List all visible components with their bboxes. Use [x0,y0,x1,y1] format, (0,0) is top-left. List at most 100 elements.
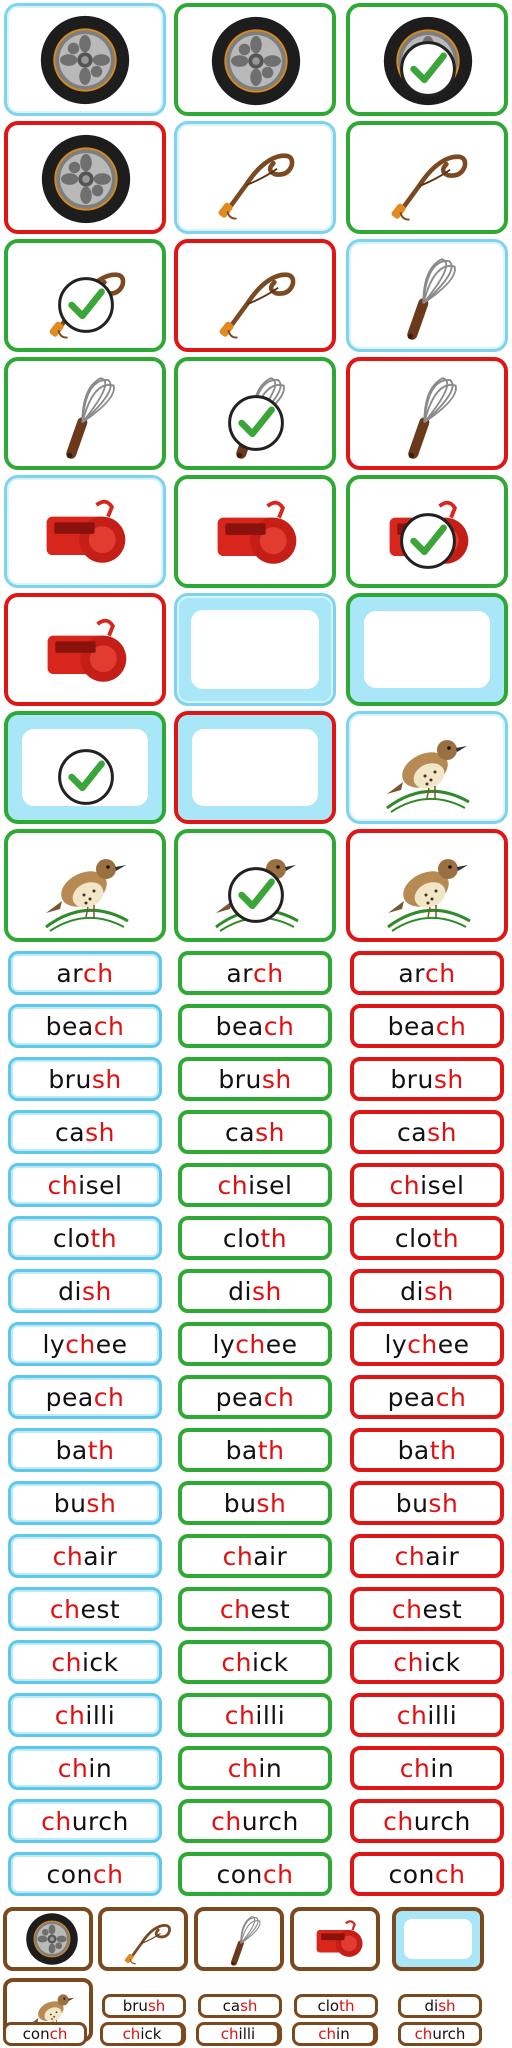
mini-card-whistle[interactable] [290,1907,380,1971]
word-card[interactable]: ba th [350,1428,504,1472]
word-card[interactable]: ca sh [350,1110,504,1154]
picture-card-tyre[interactable] [174,3,336,116]
word-card[interactable]: ch est [8,1587,162,1631]
word-card[interactable]: ar ch [350,951,504,995]
picture-card-whistle[interactable] [4,593,166,706]
picture-card-tyre[interactable] [4,3,166,116]
word-card[interactable]: di sh [178,1269,332,1313]
word-prefix: ba [55,1435,88,1465]
word-card[interactable]: pea ch [178,1375,332,1419]
word-card[interactable]: ch isel [178,1163,332,1207]
word-card[interactable]: di sh [350,1269,504,1313]
word-card[interactable]: ch urch [8,1799,162,1843]
word-card[interactable]: ch urch [350,1799,504,1843]
word-card[interactable]: ch air [8,1534,162,1578]
mini-word-card[interactable]: ch illi [196,2022,280,2046]
mini-card-blank[interactable] [392,1907,484,1971]
word-card[interactable]: ch air [178,1534,332,1578]
word-card[interactable]: ba th [8,1428,162,1472]
picture-card-whip[interactable] [4,239,166,352]
word-card[interactable]: ch ick [178,1640,332,1684]
word-card[interactable]: ly ch ee [8,1322,162,1366]
word-card[interactable]: ch urch [178,1799,332,1843]
word-card[interactable]: pea ch [8,1375,162,1419]
word-card[interactable]: ch in [8,1746,162,1790]
word-prefix: ca [222,1997,241,2015]
word-card[interactable]: clo th [350,1216,504,1260]
word-digraph: sh [427,1117,457,1147]
word-card[interactable]: bu sh [350,1481,504,1525]
picture-card-thrush[interactable] [346,711,508,824]
picture-card-whisk[interactable] [4,357,166,470]
picture-card-whisk[interactable] [174,357,336,470]
picture-card-whisk[interactable] [346,239,508,352]
word-card[interactable]: clo th [178,1216,332,1260]
word-card[interactable]: bea ch [178,1004,332,1048]
picture-card-tyre[interactable] [346,3,508,116]
word-digraph: ch [49,1594,81,1624]
word-card[interactable]: ch isel [350,1163,504,1207]
word-card[interactable]: bea ch [350,1004,504,1048]
word-card[interactable]: ch in [350,1746,504,1790]
word-card[interactable]: ch isel [8,1163,162,1207]
word-card[interactable]: ch ick [8,1640,162,1684]
picture-card-whisk[interactable] [346,357,508,470]
word-card[interactable]: ch in [178,1746,332,1790]
word-card[interactable]: con ch [350,1852,504,1896]
word-card[interactable]: ly ch ee [350,1322,504,1366]
word-card[interactable]: bu sh [178,1481,332,1525]
word-card[interactable]: ch illi [8,1693,162,1737]
word-card[interactable]: bru sh [350,1057,504,1101]
picture-card-blank[interactable] [4,711,166,824]
word-card[interactable]: ch illi [350,1693,504,1737]
picture-card-whistle[interactable] [174,475,336,588]
word-card[interactable]: con ch [178,1852,332,1896]
mini-word-card[interactable]: clo th [294,1994,378,2018]
word-card[interactable]: ca sh [8,1110,162,1154]
word-card[interactable]: ly ch ee [178,1322,332,1366]
word-digraph: sh [86,1488,117,1518]
picture-card-blank[interactable] [174,593,336,706]
picture-card-tyre[interactable] [4,121,166,234]
word-card[interactable]: ch ick [350,1640,504,1684]
word-digraph: th [429,1435,457,1465]
picture-card-thrush[interactable] [346,829,508,942]
word-card[interactable]: bru sh [8,1057,162,1101]
word-card[interactable]: con ch [8,1852,162,1896]
mini-word-card[interactable]: ch urch [398,2022,482,2046]
mini-word-card[interactable]: ch ick [100,2022,184,2046]
word-card[interactable]: ch est [178,1587,332,1631]
word-card[interactable]: ch illi [178,1693,332,1737]
mini-word-card[interactable]: ch in [292,2022,376,2046]
word-card[interactable]: bea ch [8,1004,162,1048]
word-card[interactable]: ar ch [8,951,162,995]
picture-card-whip[interactable] [174,239,336,352]
word-card[interactable]: ar ch [178,951,332,995]
picture-card-whip[interactable] [174,121,336,234]
picture-card-blank[interactable] [346,593,508,706]
picture-card-thrush[interactable] [4,829,166,942]
mini-card-whisk[interactable] [194,1907,284,1971]
picture-card-blank[interactable] [174,711,336,824]
mini-card-tyre[interactable] [3,1907,93,1971]
picture-card-whistle[interactable] [4,475,166,588]
word-card[interactable]: ch air [350,1534,504,1578]
word-card[interactable]: ba th [178,1428,332,1472]
word-digraph: ch [391,1594,423,1624]
mini-word-card[interactable]: bru sh [102,1994,186,2018]
word-card[interactable]: bru sh [178,1057,332,1101]
word-card[interactable]: ch est [350,1587,504,1631]
mini-card-whip[interactable] [98,1907,188,1971]
picture-card-thrush[interactable] [174,829,336,942]
word-card[interactable]: ca sh [178,1110,332,1154]
mini-word-card[interactable]: ca sh [198,1994,282,2018]
picture-card-whip[interactable] [346,121,508,234]
word-prefix: ly [212,1329,236,1359]
word-card[interactable]: clo th [8,1216,162,1260]
word-card[interactable]: di sh [8,1269,162,1313]
mini-word-card[interactable]: di sh [398,1994,482,2018]
word-card[interactable]: pea ch [350,1375,504,1419]
picture-card-whistle[interactable] [346,475,508,588]
mini-word-card[interactable]: con ch [3,2022,87,2046]
word-card[interactable]: bu sh [8,1481,162,1525]
